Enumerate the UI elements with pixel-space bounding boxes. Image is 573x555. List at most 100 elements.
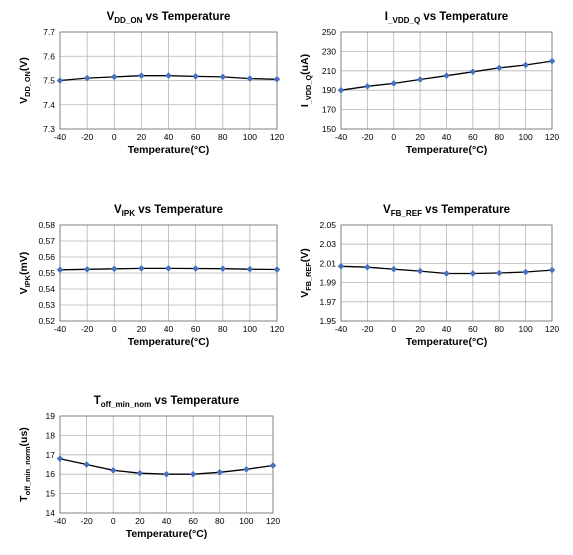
data-point (189, 470, 197, 478)
y-tick-label: 0.55 (38, 268, 55, 278)
chart-vdd-on: 7.3 7.4 7.5 7.6 7.7 -40 -20 0 20 40 60 80 100 120 VDD_… (0, 0, 290, 180)
data-point (469, 68, 477, 76)
data-point (364, 83, 371, 90)
x-tick-label: 60 (191, 324, 201, 334)
chart-vdd-on-svg: 7.3 7.4 7.5 7.6 7.7 -40 -20 0 20 40 60 80 100 120 VDD_… (18, 11, 284, 156)
data-point (243, 466, 250, 473)
data-point (364, 263, 371, 271)
y-tick-label: 190 (322, 85, 336, 95)
y-tick-label: 14 (46, 508, 56, 518)
data-point (110, 265, 118, 273)
data-point (83, 74, 91, 82)
x-tick-label: 120 (270, 324, 284, 334)
x-tick-label: 0 (111, 516, 116, 526)
data-point (273, 266, 281, 273)
data-point (469, 270, 477, 277)
data-point (109, 467, 117, 474)
data-point (219, 265, 227, 272)
x-tick-label: 0 (391, 324, 396, 334)
data-point (246, 265, 254, 273)
chart-vipk: 0.52 0.53 0.54 0.55 0.56 0.57 0.58 -40 -20 0 20 40 6… (0, 194, 290, 374)
data-point (56, 266, 64, 274)
y-tick-label: 150 (322, 124, 336, 134)
data-point (219, 73, 227, 81)
y-tick-label: 1.99 (319, 278, 336, 288)
x-tick-label: 80 (495, 132, 505, 142)
data-point (216, 468, 224, 476)
x-tick-label: -20 (81, 324, 94, 334)
y-tick-label: 2.03 (319, 239, 336, 249)
x-tick-label: 120 (545, 324, 559, 334)
chart-title: I_VDD_Q vs Temperature (385, 11, 508, 25)
data-point (83, 266, 91, 273)
x-tick-label: 60 (188, 516, 198, 526)
x-axis-label: Temperature(°C) (128, 144, 210, 156)
data-point (522, 61, 529, 69)
x-axis-label: Temperature(°C) (126, 528, 208, 540)
data-point (83, 461, 90, 468)
data-point (138, 265, 145, 272)
data-point (56, 455, 64, 462)
y-tick-label: 16 (46, 469, 56, 479)
y-tick-label: 7.6 (43, 51, 55, 61)
x-tick-label: 20 (137, 132, 147, 142)
data-point (56, 77, 64, 84)
x-tick-label: -20 (80, 516, 93, 526)
x-tick-label: 60 (468, 132, 478, 142)
chart-title: Toff_min_nom vs Temperature (94, 395, 240, 409)
y-axis-label: Toff_min_norm(us) (18, 427, 32, 502)
x-tick-label: -40 (54, 516, 67, 526)
chart-vipk-svg: 0.52 0.53 0.54 0.55 0.56 0.57 0.58 -40 -20 0 20 40 6… (18, 204, 284, 348)
data-point (495, 64, 503, 72)
data-point (165, 265, 172, 272)
x-tick-label: 40 (164, 324, 174, 334)
chart-title: VDD_ON vs Temperature (107, 11, 231, 25)
x-tick-label: 120 (545, 132, 559, 142)
chart-ivddq: 150 170 190 210 230 250 -40 -20 0 20 40 60 80 100 120 I… (285, 0, 573, 180)
y-tick-label: 18 (46, 430, 56, 440)
y-tick-label: 1.95 (319, 316, 336, 326)
y-tick-label: 7.4 (43, 100, 55, 110)
plot-frame (340, 31, 553, 130)
x-tick-label: 100 (519, 324, 533, 334)
chart-ivddq-svg: 150 170 190 210 230 250 -40 -20 0 20 40 60 80 100 120 I… (299, 11, 559, 156)
data-point (548, 57, 556, 65)
chart-title: VFB_REF vs Temperature (383, 204, 510, 218)
y-tick-label: 2.01 (319, 258, 336, 268)
x-tick-label: 0 (112, 324, 117, 334)
x-tick-label: -40 (335, 324, 348, 334)
y-tick-label: 0.52 (38, 316, 55, 326)
x-tick-label: 120 (266, 516, 280, 526)
x-tick-label: 80 (218, 324, 228, 334)
y-tick-label: 7.7 (43, 27, 55, 37)
x-tick-label: 80 (495, 324, 505, 334)
y-tick-label: 0.56 (38, 252, 55, 262)
x-tick-label: -40 (54, 324, 67, 334)
x-axis-label: Temperature(°C) (128, 336, 210, 348)
x-tick-label: 80 (218, 132, 228, 142)
x-tick-label: 80 (215, 516, 225, 526)
x-tick-label: 20 (137, 324, 147, 334)
x-tick-label: 20 (415, 132, 425, 142)
chart-toff-min-svg: 14 15 16 17 18 19 -40 -20 0 20 40 60 80 100 120 Toff_mi… (18, 395, 280, 540)
y-tick-label: 210 (322, 66, 336, 76)
y-tick-label: 250 (322, 27, 336, 37)
chart-toff-min: 14 15 16 17 18 19 -40 -20 0 20 40 60 80 100 120 Toff_mi… (0, 387, 290, 555)
data-point (416, 76, 424, 83)
y-axis-label: I_VDD_Q(uA) (299, 54, 313, 107)
x-tick-label: 100 (243, 132, 257, 142)
data-point (246, 75, 254, 82)
y-tick-label: 0.57 (38, 236, 55, 246)
data-point (163, 470, 170, 478)
y-tick-label: 7.5 (43, 76, 55, 86)
x-axis-label: Temperature(°C) (406, 336, 488, 348)
x-tick-label: 40 (442, 324, 452, 334)
data-point (192, 265, 199, 272)
data-point (337, 262, 345, 270)
y-tick-label: 0.54 (38, 284, 55, 294)
x-tick-label: 20 (415, 324, 425, 334)
data-point (337, 86, 345, 94)
x-tick-label: 60 (191, 132, 201, 142)
data-point (165, 72, 172, 79)
data-point (416, 267, 424, 275)
